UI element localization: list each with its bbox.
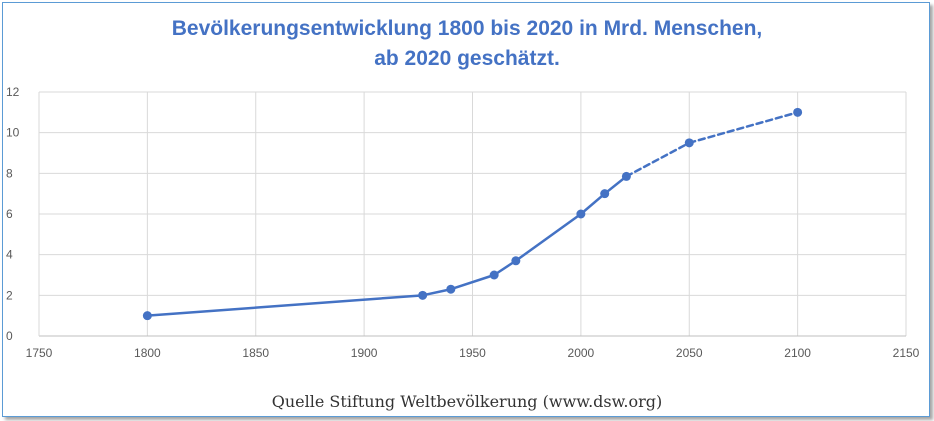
data-point bbox=[511, 256, 521, 266]
data-point bbox=[142, 311, 152, 321]
x-tick-label: 1900 bbox=[351, 346, 378, 360]
gridlines bbox=[39, 91, 907, 336]
y-tick-label: 12 bbox=[6, 85, 20, 99]
series-points bbox=[142, 107, 803, 321]
x-tick-label: 1800 bbox=[134, 346, 161, 360]
data-point bbox=[418, 290, 428, 300]
line-segment bbox=[603, 175, 628, 195]
line-segment-estimated bbox=[688, 111, 799, 145]
source-caption: Quelle Stiftung Weltbevölkerung (www.dsw… bbox=[271, 392, 663, 411]
x-tick-label: 2100 bbox=[784, 346, 811, 360]
x-tick-label: 2000 bbox=[568, 346, 595, 360]
line-segment bbox=[514, 212, 583, 263]
chart-title-line-2: ab 2020 geschätzt. bbox=[374, 47, 560, 70]
data-point bbox=[446, 284, 456, 294]
data-point bbox=[684, 138, 694, 148]
data-point bbox=[621, 171, 631, 181]
chart-title-line-1: Bevölkerungsentwicklung 1800 bis 2020 in… bbox=[171, 17, 763, 40]
line-segment bbox=[449, 273, 496, 291]
y-tick-label: 2 bbox=[6, 288, 13, 302]
y-tick-label: 0 bbox=[6, 329, 13, 343]
x-tick-label: 2150 bbox=[893, 346, 920, 360]
axes bbox=[38, 92, 906, 337]
series-lines bbox=[146, 111, 799, 317]
line-segment bbox=[146, 294, 424, 317]
data-point bbox=[600, 189, 610, 199]
y-tick-label: 4 bbox=[6, 248, 13, 262]
x-tick-label: 1850 bbox=[242, 346, 269, 360]
data-point bbox=[489, 270, 499, 280]
data-point bbox=[793, 107, 803, 117]
x-tick-label: 1750 bbox=[26, 346, 53, 360]
line-segment bbox=[421, 287, 453, 297]
data-point bbox=[576, 209, 586, 219]
line-segment bbox=[579, 192, 606, 216]
x-tick-label: 2050 bbox=[676, 346, 703, 360]
y-tick-label: 6 bbox=[6, 207, 13, 221]
x-tick-label: 1950 bbox=[459, 346, 486, 360]
y-tick-labels: 0 2 4 6 8 10 12 bbox=[6, 85, 20, 343]
line-segment-estimated bbox=[625, 141, 691, 178]
chart-frame bbox=[2, 2, 930, 417]
y-tick-label: 10 bbox=[6, 126, 20, 140]
y-tick-label: 8 bbox=[6, 166, 13, 180]
x-tick-labels: 1750 1800 1850 1900 1950 2000 2050 2100 2150 bbox=[26, 346, 920, 360]
